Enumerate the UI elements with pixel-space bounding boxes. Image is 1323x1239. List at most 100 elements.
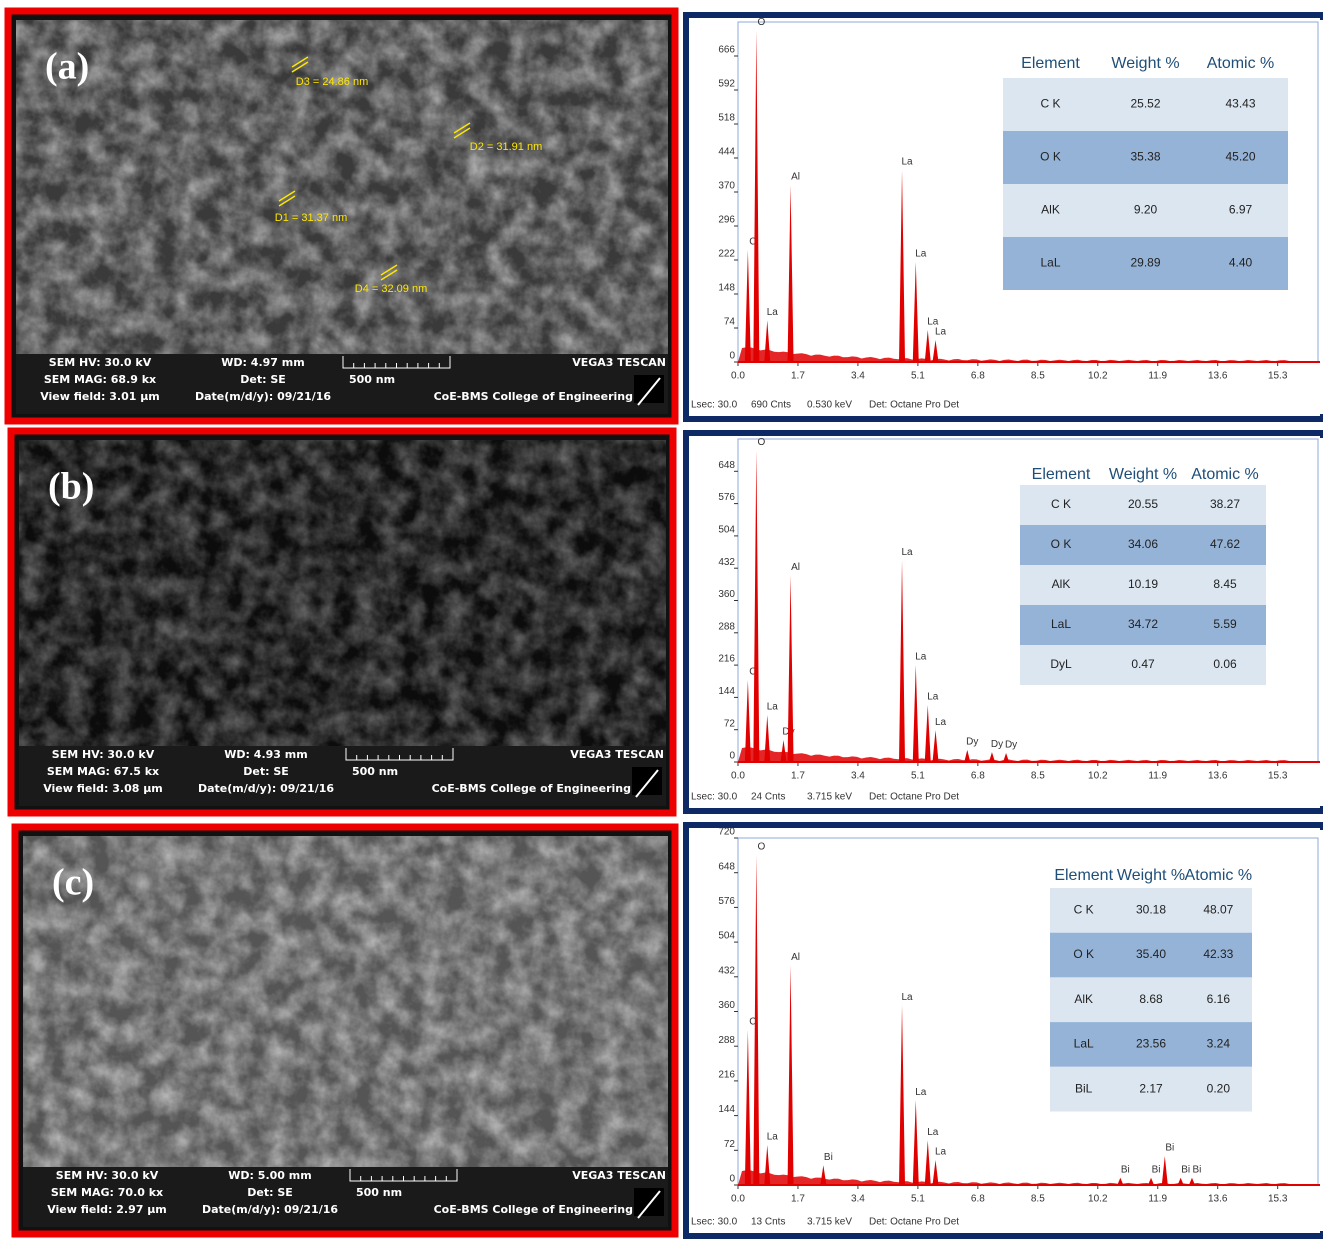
x-tick-label: 13.6 bbox=[1208, 771, 1228, 782]
y-tick-label: 648 bbox=[718, 460, 735, 471]
table-cell: 6.97 bbox=[1229, 203, 1253, 217]
y-tick-label: 432 bbox=[718, 557, 735, 568]
eds-footer: 690 Cnts bbox=[751, 400, 791, 411]
peak-label: Bi bbox=[824, 1152, 833, 1163]
y-tick-label: 444 bbox=[718, 147, 735, 158]
table-cell: 20.55 bbox=[1128, 497, 1158, 511]
x-tick-label: 6.8 bbox=[971, 1194, 985, 1205]
x-tick-label: 11.9 bbox=[1148, 1194, 1167, 1205]
table-cell: O K bbox=[1073, 947, 1094, 961]
table-cell: 8.45 bbox=[1213, 577, 1237, 591]
x-tick-label: 5.1 bbox=[911, 1194, 925, 1205]
panel-letter: (a) bbox=[45, 46, 89, 88]
peak-label: La bbox=[927, 1127, 939, 1138]
table-cell: 29.89 bbox=[1130, 256, 1160, 270]
peak-label: La bbox=[915, 1087, 927, 1098]
sem-info: 500 nm bbox=[352, 765, 398, 778]
table-cell: 9.20 bbox=[1134, 203, 1158, 217]
x-tick-label: 3.4 bbox=[851, 371, 865, 382]
measurement: D2 = 31.91 nm bbox=[470, 141, 542, 153]
sem-info: SEM MAG: 70.0 kx bbox=[51, 1186, 163, 1199]
table-cell: 35.40 bbox=[1136, 947, 1166, 961]
y-tick-label: 370 bbox=[718, 181, 735, 192]
x-tick-label: 5.1 bbox=[911, 371, 925, 382]
table-cell: 43.43 bbox=[1225, 97, 1255, 111]
sem-info: VEGA3 TESCAN bbox=[572, 1169, 666, 1182]
x-tick-label: 1.7 bbox=[791, 771, 805, 782]
peak-label: La bbox=[767, 1132, 779, 1143]
sem-info: View field: 3.01 µm bbox=[40, 390, 160, 403]
peak-label: La bbox=[927, 692, 939, 703]
peak-label: Bi bbox=[1193, 1164, 1202, 1175]
sem-info: Date(m/d/y): 09/21/16 bbox=[195, 390, 331, 403]
table-cell: 2.17 bbox=[1139, 1081, 1163, 1095]
peak-label: La bbox=[767, 702, 779, 713]
table-cell: AlK bbox=[1041, 203, 1060, 217]
sem-texture bbox=[23, 836, 668, 1167]
peak-label: La bbox=[901, 547, 913, 558]
table-cell: 34.72 bbox=[1128, 617, 1158, 631]
table-cell: 5.59 bbox=[1213, 617, 1237, 631]
peak-label: Dy bbox=[991, 739, 1003, 750]
table-header: Weight % bbox=[1117, 867, 1185, 884]
sem-info: View field: 3.08 µm bbox=[43, 782, 163, 795]
sem-info: CoE-BMS College of Engineering bbox=[434, 390, 633, 403]
x-tick-label: 0.0 bbox=[731, 371, 745, 382]
x-tick-label: 15.3 bbox=[1268, 371, 1288, 382]
sem-info: Date(m/d/y): 09/21/16 bbox=[198, 782, 334, 795]
y-tick-label: 576 bbox=[718, 896, 735, 907]
y-tick-label: 360 bbox=[718, 1000, 735, 1011]
x-tick-label: 1.7 bbox=[791, 1194, 805, 1205]
measurement: D1 = 31.37 nm bbox=[275, 212, 347, 224]
peak-label: La bbox=[935, 1147, 947, 1158]
table-cell: 23.56 bbox=[1136, 1037, 1166, 1051]
peak-label: La bbox=[767, 307, 779, 318]
y-tick-label: 504 bbox=[718, 931, 735, 942]
sem-info: Det: SE bbox=[247, 1186, 293, 1199]
sem-info: SEM HV: 30.0 kV bbox=[52, 748, 155, 761]
table-cell: LaL bbox=[1074, 1037, 1094, 1051]
eds-footer: Det: Octane Pro Det bbox=[869, 1217, 959, 1228]
x-tick-label: 11.9 bbox=[1148, 771, 1167, 782]
sem-info: 500 nm bbox=[349, 373, 395, 386]
eds-footer: Det: Octane Pro Det bbox=[869, 792, 959, 803]
sem-info: WD: 4.93 mm bbox=[224, 748, 307, 761]
sem-info: 500 nm bbox=[356, 1186, 402, 1199]
y-tick-label: 222 bbox=[718, 249, 735, 260]
sem-info: VEGA3 TESCAN bbox=[572, 356, 666, 369]
panel-letter: (c) bbox=[52, 862, 94, 904]
peak-label: Bi bbox=[1121, 1164, 1130, 1175]
table-cell: 4.40 bbox=[1229, 256, 1253, 270]
y-tick-label: 72 bbox=[724, 1139, 736, 1150]
x-tick-label: 0.0 bbox=[731, 1194, 745, 1205]
x-tick-label: 3.4 bbox=[851, 771, 865, 782]
sem-info: CoE-BMS College of Engineering bbox=[434, 1203, 633, 1216]
eds-footer: Det: Octane Pro Det bbox=[869, 400, 959, 411]
peak-label: La bbox=[935, 717, 947, 728]
table-cell: 38.27 bbox=[1210, 497, 1240, 511]
sem-info: Det: SE bbox=[243, 765, 289, 778]
x-tick-label: 8.5 bbox=[1031, 771, 1045, 782]
sem-info: View field: 2.97 µm bbox=[47, 1203, 167, 1216]
measurement: D4 = 32.09 nm bbox=[355, 283, 427, 295]
x-tick-label: 10.2 bbox=[1088, 771, 1108, 782]
table-header: Weight % bbox=[1111, 55, 1179, 72]
table-header: Weight % bbox=[1109, 466, 1177, 483]
peak-label: Al bbox=[791, 172, 800, 183]
peak-label: Bi bbox=[1181, 1164, 1190, 1175]
table-cell: O K bbox=[1040, 150, 1061, 164]
peak-label: La bbox=[935, 327, 947, 338]
y-tick-label: 296 bbox=[718, 215, 735, 226]
table-cell: LaL bbox=[1051, 617, 1071, 631]
peak-label: Al bbox=[791, 952, 800, 963]
table-cell: 0.20 bbox=[1207, 1081, 1231, 1095]
peak-label: O bbox=[757, 437, 765, 448]
figure: (a)SEM HV: 30.0 kVWD: 4.97 mmVEGA3 TESCA… bbox=[0, 0, 1323, 1239]
table-cell: C K bbox=[1040, 97, 1060, 111]
panel-letter: (b) bbox=[48, 466, 94, 508]
y-tick-label: 504 bbox=[718, 525, 735, 536]
eds-footer: 3.715 keV bbox=[807, 1217, 852, 1228]
eds-footer: 13 Cnts bbox=[751, 1217, 785, 1228]
sem-info: SEM HV: 30.0 kV bbox=[56, 1169, 159, 1182]
table-cell: 0.47 bbox=[1131, 657, 1155, 671]
